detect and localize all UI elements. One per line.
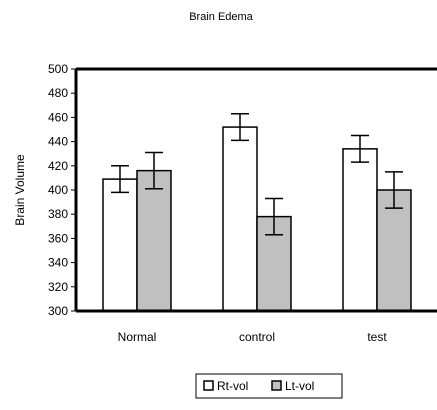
x-category-label: control: [239, 330, 275, 344]
plot-area: 300 320 340 360 380 400 420 440 460 480 500 Normal c…: [48, 62, 437, 344]
legend: Rt-vol Lt-vol: [195, 373, 343, 399]
bar-lt-vol-normal: [136, 169, 172, 312]
legend-swatch-rt-vol: [203, 380, 214, 391]
legend-label-lt-vol: Lt-vol: [285, 379, 314, 393]
bar-rt-vol-control: [222, 126, 258, 312]
chart-title: Brain Edema: [189, 11, 253, 23]
y-tick-label: 400: [48, 183, 68, 197]
bar-rt-vol-normal: [102, 178, 138, 312]
x-category-label: test: [367, 330, 387, 344]
y-tick-label: 440: [48, 135, 68, 149]
y-tick-label: 380: [48, 207, 68, 221]
y-tick-label: 340: [48, 256, 68, 270]
y-tick-label: 460: [48, 110, 68, 124]
y-tick-label: 300: [48, 304, 68, 318]
y-tick-label: 500: [48, 62, 68, 76]
y-tick-label: 480: [48, 86, 68, 100]
legend-box: [195, 373, 343, 399]
x-category-label: Normal: [118, 330, 157, 344]
y-tick-label: 320: [48, 280, 68, 294]
legend-swatch-lt-vol: [271, 380, 282, 391]
y-tick-label: 360: [48, 231, 68, 245]
y-tick-label: 420: [48, 159, 68, 173]
bar-rt-vol-test: [342, 148, 378, 312]
y-axis-label: Brain Volume: [13, 154, 27, 226]
legend-label-rt-vol: Rt-vol: [217, 379, 248, 393]
